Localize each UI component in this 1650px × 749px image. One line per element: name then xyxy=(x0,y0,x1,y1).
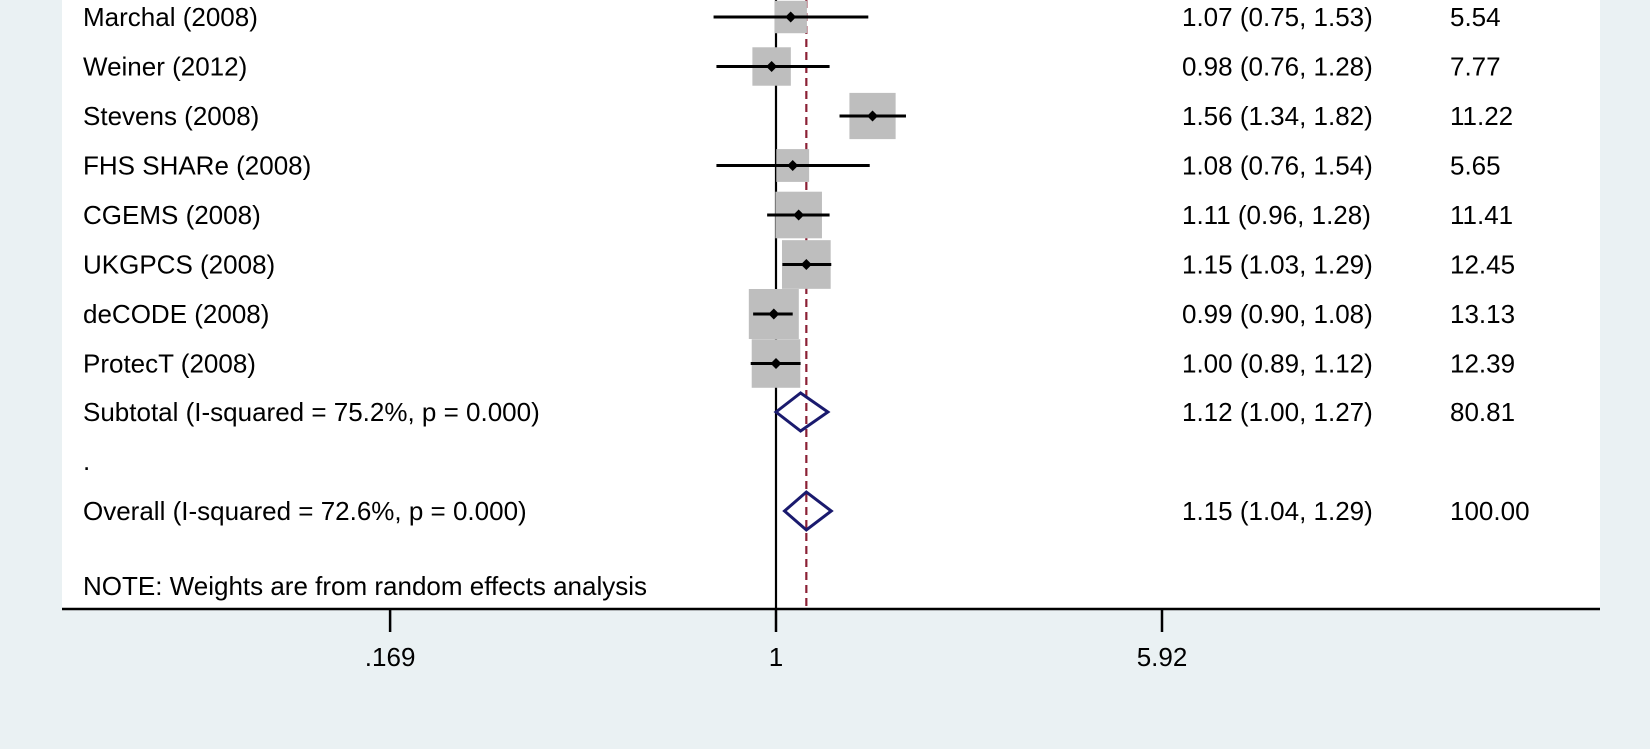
study-row: deCODE (2008) 0.99 (0.90, 1.08) 13.13 xyxy=(83,289,1515,339)
study-row: CGEMS (2008) 1.11 (0.96, 1.28) 11.41 xyxy=(83,191,1513,239)
study-label: Stevens (2008) xyxy=(83,101,259,131)
overall-label: Overall (I-squared = 72.6%, p = 0.000) xyxy=(83,496,527,526)
plot-background xyxy=(62,0,1600,609)
study-row: Weiner (2012) 0.98 (0.76, 1.28) 7.77 xyxy=(83,47,1501,86)
point-estimate xyxy=(770,358,782,369)
study-label: deCODE (2008) xyxy=(83,299,269,329)
study-label: UKGPCS (2008) xyxy=(83,250,275,280)
overall-effect-text: 1.15 (1.04, 1.29) xyxy=(1182,496,1373,526)
weight-text: 11.41 xyxy=(1450,200,1513,230)
effect-text: 1.11 (0.96, 1.28) xyxy=(1182,200,1371,230)
weight-text: 5.54 xyxy=(1450,2,1501,32)
subtotal-effect-text: 1.12 (1.00, 1.27) xyxy=(1182,397,1373,427)
study-row: Marchal (2008) 1.07 (0.75, 1.53) 5.54 xyxy=(83,0,1501,34)
study-label: Marchal (2008) xyxy=(83,2,258,32)
weight-text: 5.65 xyxy=(1450,151,1501,181)
effect-text: 1.07 (0.75, 1.53) xyxy=(1182,2,1373,32)
study-row: UKGPCS (2008) 1.15 (1.03, 1.29) 12.45 xyxy=(83,240,1515,289)
overall-weight-text: 100.00 xyxy=(1450,496,1530,526)
weight-text: 12.45 xyxy=(1450,250,1515,280)
study-rows: Marchal (2008) 1.07 (0.75, 1.53) 5.54 Weine… xyxy=(83,0,1515,388)
overall-diamond xyxy=(782,490,834,532)
point-estimate xyxy=(766,61,778,72)
study-label: ProtecT (2008) xyxy=(83,349,256,379)
effect-text: 0.99 (0.90, 1.08) xyxy=(1182,299,1373,329)
effect-text: 1.15 (1.03, 1.29) xyxy=(1182,250,1373,280)
effect-text: 1.00 (0.89, 1.12) xyxy=(1182,349,1373,379)
effect-text: 1.08 (0.76, 1.54) xyxy=(1182,151,1373,181)
study-label: CGEMS (2008) xyxy=(83,200,261,230)
weight-text: 13.13 xyxy=(1450,299,1515,329)
x-tick-label: 5.92 xyxy=(1137,642,1188,672)
weight-text: 11.22 xyxy=(1450,101,1513,131)
effect-text: 1.56 (1.34, 1.82) xyxy=(1182,101,1373,131)
point-estimate xyxy=(785,11,797,23)
subtotal-diamond xyxy=(773,391,831,433)
point-estimate xyxy=(800,259,812,270)
study-label: FHS SHARe (2008) xyxy=(83,151,311,181)
study-row: ProtecT (2008) 1.00 (0.89, 1.12) 12.39 xyxy=(83,339,1515,388)
summary-rows: Subtotal (I-squared = 75.2%, p = 0.000) … xyxy=(83,391,1530,601)
study-label: Weiner (2012) xyxy=(83,52,247,82)
point-estimate xyxy=(787,160,799,171)
x-axis: .169 1 5.92 xyxy=(62,607,1600,672)
point-estimate xyxy=(768,308,780,320)
study-row: FHS SHARe (2008) 1.08 (0.76, 1.54) 5.65 xyxy=(83,149,1501,182)
subtotal-weight-text: 80.81 xyxy=(1450,397,1515,427)
weight-text: 12.39 xyxy=(1450,349,1515,379)
point-estimate xyxy=(867,110,879,122)
weight-text: 7.77 xyxy=(1450,52,1501,82)
x-tick-label: 1 xyxy=(769,642,783,672)
subtotal-label: Subtotal (I-squared = 75.2%, p = 0.000) xyxy=(83,397,540,427)
note-text: NOTE: Weights are from random effects an… xyxy=(83,571,647,601)
study-row: Stevens (2008) 1.56 (1.34, 1.82) 11.22 xyxy=(83,92,1513,140)
effect-text: 0.98 (0.76, 1.28) xyxy=(1182,52,1373,82)
point-estimate xyxy=(793,209,805,221)
separator-text: . xyxy=(83,446,90,476)
x-tick-label: .169 xyxy=(365,642,416,672)
